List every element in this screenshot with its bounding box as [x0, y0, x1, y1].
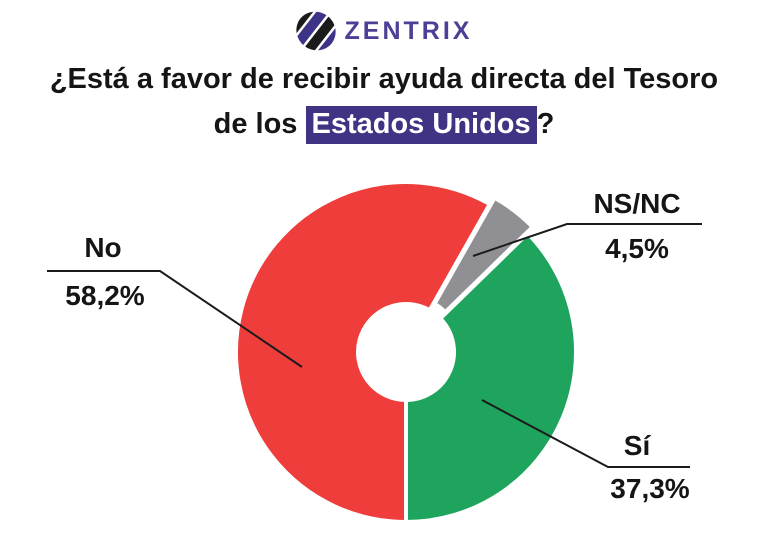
question-line2-suffix: ?	[536, 108, 555, 140]
value-nsnc: 4,5%	[605, 233, 669, 264]
leader-line-no	[47, 270, 303, 368]
brand-wordmark: ZENTRIX	[344, 16, 473, 45]
brand-header: ZENTRIX	[0, 8, 768, 54]
donut-slice-no	[234, 180, 492, 524]
question-line-1: ¿Está a favor de recibir ayuda directa d…	[49, 63, 719, 95]
poll-question: ¿Está a favor de recibir ayuda directa d…	[0, 57, 768, 147]
question-highlight: Estados Unidos	[305, 106, 537, 144]
leader-line-nsnc	[472, 223, 702, 257]
leader-line-si	[481, 399, 690, 468]
label-nsnc: NS/NC	[593, 188, 680, 219]
donut-slice-s	[404, 231, 578, 524]
donut-slices	[234, 180, 578, 524]
value-si: 37,3%	[610, 473, 689, 504]
slice-labels: No 58,2% NS/NC 4,5% Sí 37,3%	[65, 188, 689, 504]
value-no: 58,2%	[65, 280, 144, 311]
leader-lines	[47, 223, 702, 468]
donut-chart-svg: No 58,2% NS/NC 4,5% Sí 37,3%	[47, 180, 702, 524]
donut-chart: No 58,2% NS/NC 4,5% Sí 37,3%	[0, 140, 768, 536]
label-no: No	[84, 232, 121, 263]
zentrix-logo-icon	[295, 10, 336, 52]
question-line-2: de los Estados Unidos?	[0, 102, 768, 147]
question-line2-prefix: de los	[213, 108, 298, 140]
label-si: Sí	[624, 430, 652, 461]
